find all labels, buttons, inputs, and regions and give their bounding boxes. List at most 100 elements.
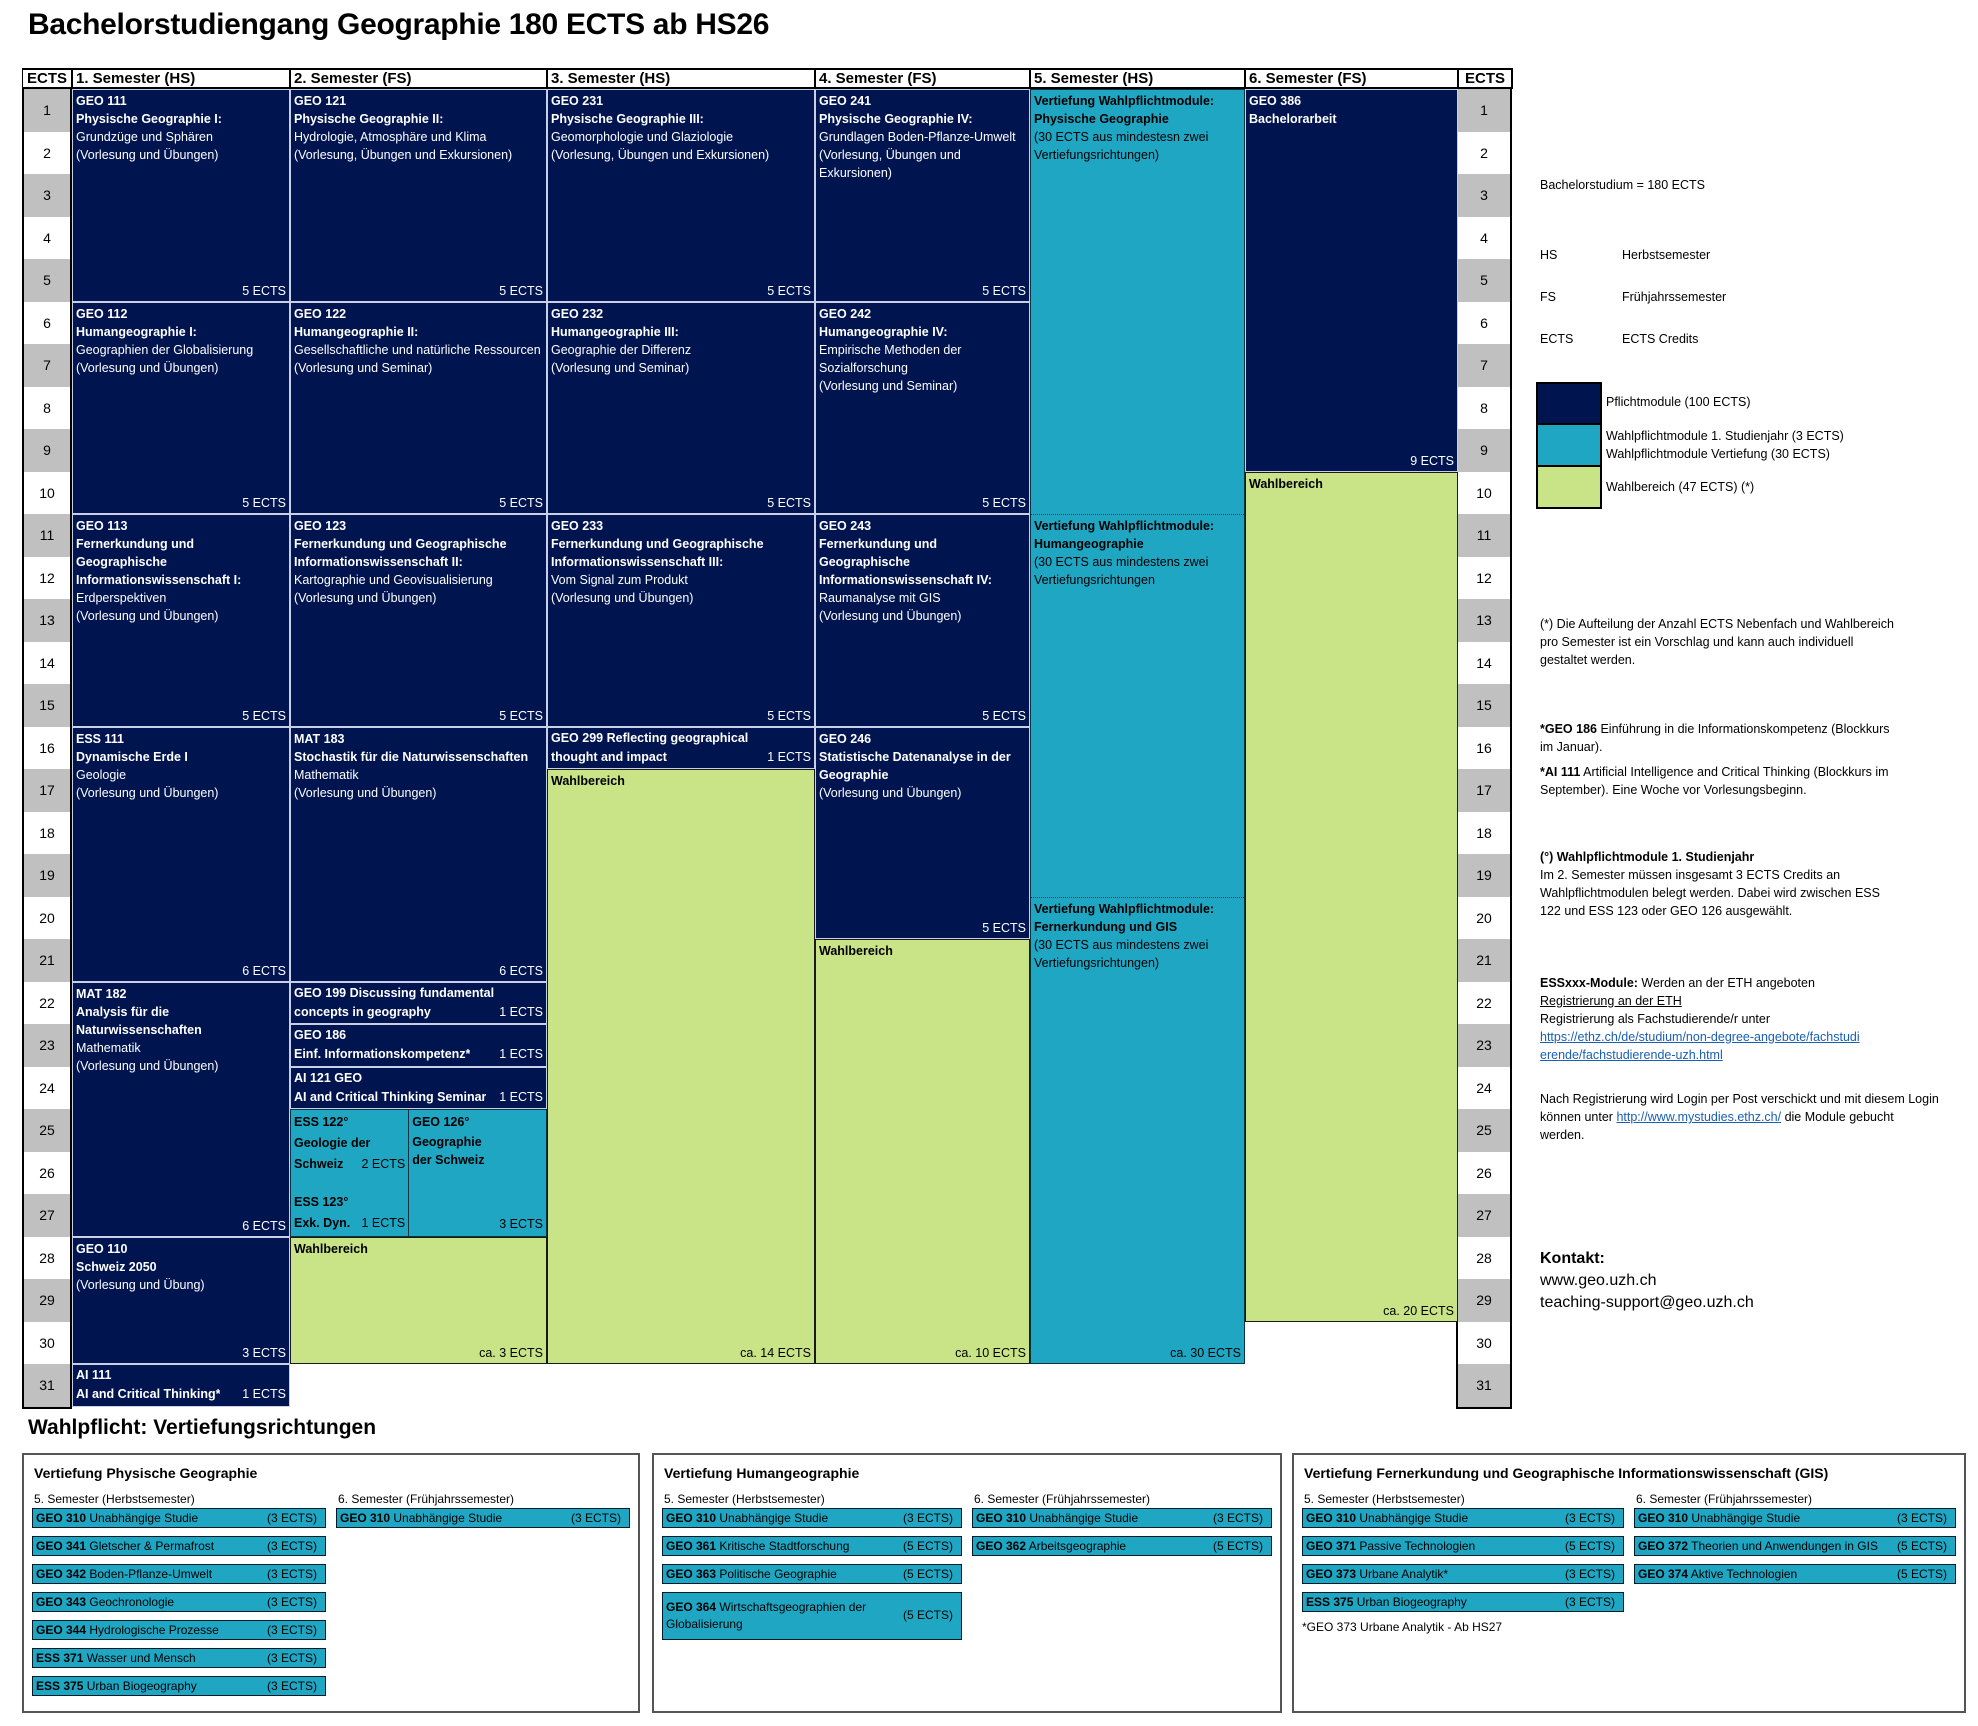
vertiefung-module[interactable]: GEO 373 Urbane Analytik* (3 ECTS)	[1302, 1564, 1624, 1584]
module-block[interactable]: GEO 111 Physische Geographie I: Grundzüge …	[72, 89, 290, 302]
module-description: Hydrologie, Atmosphäre und Klima	[294, 130, 487, 144]
segment-subtitle: Humangeographie	[1034, 537, 1144, 551]
vertiefung-module[interactable]: GEO 310 Unabhängige Studie (3 ECTS)	[336, 1508, 630, 1528]
module-block[interactable]: AI 121 GEO AI and Critical Thinking Semin…	[290, 1066, 547, 1109]
vertiefung-module[interactable]: GEO 364 Wirtschaftsgeographien der Globa…	[662, 1592, 962, 1640]
vertiefung-module[interactable]: ESS 375 Urban Biogeography (3 ECTS)	[1302, 1592, 1624, 1612]
wahlbereich-block[interactable]: Wahlbereich ca. 10 ECTS	[815, 939, 1030, 1364]
module-credits: (3 ECTS)	[1564, 1567, 1615, 1581]
module-block[interactable]: GEO 232 Humangeographie III: Geographie de…	[547, 301, 815, 514]
module-code: GEO 122	[294, 306, 347, 321]
module-code: GEO 361	[666, 1539, 717, 1553]
module-credits: 1 ECTS	[361, 1215, 406, 1230]
module-block[interactable]: GEO 231 Physische Geographie III: Geomorph…	[547, 89, 815, 302]
vertiefung-module[interactable]: ESS 375 Urban Biogeography (3 ECTS)	[32, 1676, 326, 1696]
vertiefung-module[interactable]: GEO 362 Arbeitsgeographie (5 ECTS)	[972, 1536, 1272, 1556]
vertiefung-module[interactable]: GEO 361 Kritische Stadtforschung (5 ECTS)	[662, 1536, 962, 1556]
note-ai111-text: Artificial Intelligence and Critical Thi…	[1540, 765, 1889, 797]
semester-label: 6. Semester (Frühjahrssemester)	[338, 1492, 515, 1506]
module-block[interactable]: GEO 299 Reflecting geographical thought a…	[547, 726, 815, 769]
note-ai111: *AI 111 Artificial Intelligence and Crit…	[1540, 763, 1900, 799]
vertiefung-module[interactable]: GEO 310 Unabhängige Studie (3 ECTS)	[32, 1508, 326, 1528]
vertiefung-segment[interactable]: Vertiefung Wahlpflichtmodule: Fernerkundu…	[1034, 900, 1241, 972]
module-block[interactable]: GEO 113 Fernerkundung und Geographische I…	[72, 514, 290, 727]
vertiefung-module[interactable]: ESS 371 Wasser und Mensch (3 ECTS)	[32, 1648, 326, 1668]
vertiefung-module[interactable]: GEO 342 Boden-Pflanze-Umwelt (3 ECTS)	[32, 1564, 326, 1584]
ess-122-123-cell[interactable]: ESS 122° Geologie der Schweiz 2 ECTS ESS 123…	[291, 1110, 410, 1236]
vertiefung-module[interactable]: GEO 372 Theorien und Anwendungen in GIS (…	[1634, 1536, 1956, 1556]
mystudies-link[interactable]: http://www.mystudies.ethz.ch/	[1616, 1110, 1782, 1124]
vertiefung-segment[interactable]: Vertiefung Wahlpflichtmodule: Physische G…	[1034, 92, 1241, 164]
vertiefung-module[interactable]: GEO 363 Politische Geographie (5 ECTS)	[662, 1564, 962, 1584]
contact-block: Kontakt: www.geo.uzh.ch teaching-support…	[1540, 1248, 1754, 1314]
vertiefungen-heading: Wahlpflicht: Vertiefungsrichtungen	[28, 1416, 377, 1439]
module-block[interactable]: GEO 243 Fernerkundung und Geographische I…	[815, 514, 1030, 727]
module-block[interactable]: GEO 112 Humangeographie I: Geographien der…	[72, 301, 290, 514]
module-name: Arbeitsgeographie	[1028, 1539, 1127, 1553]
vertiefung-module[interactable]: GEO 310 Unabhängige Studie (3 ECTS)	[972, 1508, 1272, 1528]
module-block[interactable]: GEO 121 Physische Geographie II: Hydrologi…	[290, 89, 547, 302]
module-credits: 5 ECTS	[982, 921, 1026, 935]
vertiefung-box: Vertiefung Physische Geographie 5. Semest…	[22, 1453, 640, 1713]
ects-row-number: 17	[24, 769, 70, 812]
module-credits: 1 ECTS	[499, 1089, 543, 1104]
module-description: (Vorlesung, Übungen und Exkursionen)	[551, 148, 770, 162]
module-code: ESS 375	[1306, 1595, 1354, 1609]
module-block[interactable]: ESS 111 Dynamische Erde I Geologie (Vorlesu…	[72, 726, 290, 982]
eth-registration-link[interactable]: https://ethz.ch/de/studium/non-degree-an…	[1540, 1030, 1860, 1062]
contact-website[interactable]: www.geo.uzh.ch	[1540, 1272, 1657, 1289]
vertiefung-sem6-column: 6. Semester (Frühjahrssemester) GEO 310 U…	[336, 1491, 630, 1536]
vertiefung-sem6-column: 6. Semester (Frühjahrssemester) GEO 310 U…	[972, 1491, 1272, 1564]
segment-title: Vertiefung Wahlpflichtmodule:	[1034, 901, 1215, 916]
module-block[interactable]: GEO 123 Fernerkundung und Geographische I…	[290, 514, 547, 727]
total-ects-text: Bachelorstudium = 180 ECTS	[1540, 178, 1706, 192]
module-block[interactable]: GEO 246 Statistische Datenanalyse in der …	[815, 726, 1030, 939]
wahlbereich-block[interactable]: Wahlbereich ca. 14 ECTS	[547, 769, 815, 1364]
vertiefung-module[interactable]: GEO 341 Gletscher & Permafrost (3 ECTS)	[32, 1536, 326, 1556]
module-credits: 5 ECTS	[242, 283, 286, 298]
module-block[interactable]: AI 111 AI and Critical Thinking* 1 ECTS	[72, 1364, 290, 1407]
module-description: Gesellschaftliche und natürliche Ressour…	[294, 342, 541, 357]
ects-row-number: 23	[24, 1024, 70, 1067]
vertiefung-sem6-column: 6. Semester (Frühjahrssemester) GEO 310 U…	[1634, 1491, 1956, 1592]
note-geo186-text: Einführung in die Informationskompetenz …	[1540, 722, 1890, 754]
module-block[interactable]: GEO 186 Einf. Informationskompetenz* 1 ECT…	[290, 1024, 547, 1067]
vertiefung-module[interactable]: GEO 344 Hydrologische Prozesse (3 ECTS)	[32, 1620, 326, 1640]
module-description: (Vorlesung und Übungen)	[76, 609, 219, 623]
contact-email[interactable]: teaching-support@geo.uzh.ch	[1540, 1294, 1754, 1311]
module-credits: 5 ECTS	[242, 496, 286, 510]
semester-header-1: 1. Semester (HS)	[72, 68, 291, 89]
vertiefung-title: Vertiefung Fernerkundung und Geographisc…	[1304, 1465, 1829, 1481]
vertiefung-module[interactable]: GEO 310 Unabhängige Studie (3 ECTS)	[662, 1508, 962, 1528]
module-code: GEO 310	[1306, 1511, 1357, 1525]
module-block[interactable]: GEO 241 Physische Geographie IV: Grundlage…	[815, 89, 1030, 302]
ects-row-number: 20	[24, 896, 70, 939]
contact-heading: Kontakt:	[1540, 1250, 1605, 1267]
wahlpflicht-block[interactable]: ESS 122° Geologie der Schweiz 2 ECTS ESS 123…	[290, 1109, 547, 1237]
module-block[interactable]: GEO 122 Humangeographie II: Gesellschaftli…	[290, 301, 547, 514]
vertiefung-module[interactable]: GEO 371 Passive Technologien (5 ECTS)	[1302, 1536, 1624, 1556]
geo-126-cell[interactable]: GEO 126° Geographie der Schweiz 3 ECTS	[409, 1110, 546, 1236]
wahlpflicht-block[interactable]: Vertiefung Wahlpflichtmodule: Physische G…	[1030, 89, 1245, 1364]
module-name: Theorien und Anwendungen in GIS	[1691, 1539, 1878, 1553]
vertiefung-module[interactable]: GEO 374 Aktive Technologien (5 ECTS)	[1634, 1564, 1956, 1584]
module-block[interactable]: GEO 233 Fernerkundung und Geographische I…	[547, 514, 815, 727]
semester-label: 5. Semester (Herbstsemester)	[34, 1492, 195, 1506]
vertiefung-module[interactable]: GEO 310 Unabhängige Studie (3 ECTS)	[1302, 1508, 1624, 1528]
module-title: Einf. Informationskompetenz*	[294, 1047, 471, 1061]
module-block[interactable]: GEO 386 Bachelorarbeit 9 ECTS	[1245, 89, 1458, 472]
module-block[interactable]: GEO 242 Humangeographie IV: Empirische Met…	[815, 301, 1030, 514]
vertiefung-segment[interactable]: Vertiefung Wahlpflichtmodule: Humangeogra…	[1034, 517, 1241, 589]
vertiefung-module[interactable]: GEO 310 Unabhängige Studie (3 ECTS)	[1634, 1508, 1956, 1528]
ects-row-number: 29	[24, 1279, 70, 1322]
module-block[interactable]: MAT 183 Stochastik für die Naturwissensch…	[290, 726, 547, 982]
module-block[interactable]: GEO 110 Schweiz 2050 (Vorlesung und Übung)…	[72, 1236, 290, 1364]
vertiefung-module[interactable]: GEO 343 Geochronologie (3 ECTS)	[32, 1592, 326, 1612]
module-block[interactable]: GEO 199 Discussing fundamental concepts i…	[290, 981, 547, 1024]
wahlbereich-block[interactable]: Wahlbereich ca. 20 ECTS	[1245, 471, 1458, 1322]
module-credits: 5 ECTS	[982, 496, 1026, 510]
module-code: GEO 110	[76, 1241, 128, 1256]
module-block[interactable]: MAT 182 Analysis für die Naturwissenschaf…	[72, 981, 290, 1237]
wahlbereich-block[interactable]: Wahlbereich ca. 3 ECTS	[290, 1236, 547, 1364]
module-title: Geologie der	[294, 1136, 371, 1150]
